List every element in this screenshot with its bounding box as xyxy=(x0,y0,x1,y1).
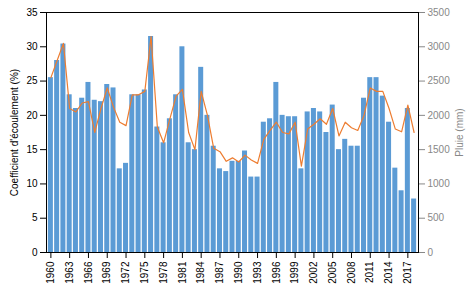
svg-text:Coefficient d'écoulement (%): Coefficient d'écoulement (%) xyxy=(9,69,20,196)
svg-text:2002: 2002 xyxy=(308,261,319,284)
svg-text:1972: 1972 xyxy=(120,261,131,284)
svg-text:2017: 2017 xyxy=(402,261,413,284)
svg-text:20: 20 xyxy=(26,110,38,121)
svg-text:10: 10 xyxy=(26,178,38,189)
svg-text:1996: 1996 xyxy=(271,261,282,284)
svg-text:3500: 3500 xyxy=(428,7,451,18)
svg-text:1993: 1993 xyxy=(252,261,263,284)
svg-text:2500: 2500 xyxy=(428,75,451,86)
svg-text:1987: 1987 xyxy=(214,261,225,284)
svg-text:500: 500 xyxy=(428,212,445,223)
svg-text:35: 35 xyxy=(26,7,38,18)
svg-text:1966: 1966 xyxy=(83,261,94,284)
svg-text:15: 15 xyxy=(26,144,38,155)
svg-text:1960: 1960 xyxy=(45,261,56,284)
svg-text:1969: 1969 xyxy=(101,261,112,284)
svg-text:Pluie (mm): Pluie (mm) xyxy=(454,108,465,156)
svg-text:2014: 2014 xyxy=(383,261,394,284)
svg-text:1975: 1975 xyxy=(139,261,150,284)
svg-text:1978: 1978 xyxy=(158,261,169,284)
svg-text:1963: 1963 xyxy=(64,261,75,284)
svg-text:1990: 1990 xyxy=(233,261,244,284)
svg-text:3000: 3000 xyxy=(428,41,451,52)
svg-text:1981: 1981 xyxy=(177,261,188,284)
svg-text:2005: 2005 xyxy=(327,261,338,284)
svg-text:1000: 1000 xyxy=(428,178,451,189)
svg-text:30: 30 xyxy=(26,41,38,52)
svg-text:0: 0 xyxy=(32,247,38,258)
svg-text:1999: 1999 xyxy=(289,261,300,284)
svg-text:2008: 2008 xyxy=(346,261,357,284)
svg-text:2011: 2011 xyxy=(364,261,375,283)
svg-text:1500: 1500 xyxy=(428,144,451,155)
svg-text:5: 5 xyxy=(32,212,38,223)
svg-text:2000: 2000 xyxy=(428,110,451,121)
svg-text:0: 0 xyxy=(428,247,434,258)
svg-text:1984: 1984 xyxy=(195,261,206,284)
svg-text:25: 25 xyxy=(26,75,38,86)
